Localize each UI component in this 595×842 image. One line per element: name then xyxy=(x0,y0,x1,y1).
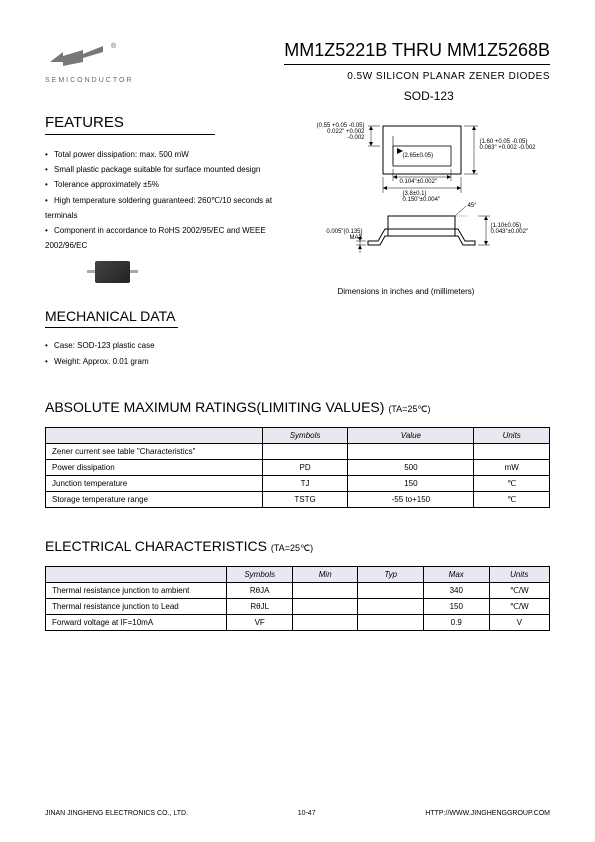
mech-item: Case: SOD-123 plastic case xyxy=(45,338,288,353)
dim-d4: (3.8±0.1) 0.150"±0.004" xyxy=(403,191,441,203)
footer-url: HTTP://WWW.JINGHENGGROUP.COM xyxy=(425,810,550,817)
feature-item: Component in accordance to RoHS 2002/95/… xyxy=(45,223,288,253)
col-name xyxy=(46,566,227,582)
dim-d5: 45° xyxy=(468,203,477,209)
dim-d6: 0.005"(0.135) MAX xyxy=(313,229,363,241)
abs-ratings-table: Symbols Value Units Zener current see ta… xyxy=(45,427,550,508)
table-row: Thermal resistance junction to ambientRθ… xyxy=(46,582,550,598)
table-header-row: Symbols Value Units xyxy=(46,427,550,443)
table-row: Junction temperatureTJ150℃ xyxy=(46,475,550,491)
table-row: Storage temperature rangeTSTG-55 to+150℃ xyxy=(46,491,550,507)
footer-page: 10-47 xyxy=(298,810,316,817)
table-row: Forward voltage at IF=10mAVF0.9V xyxy=(46,614,550,630)
mechanical-section: MECHANICAL DATA Case: SOD-123 plastic ca… xyxy=(45,308,288,368)
dimensions-note: Dimensions in inches and (millimeters) xyxy=(338,287,551,296)
chip-photo xyxy=(95,261,130,283)
feature-item: Total power dissipation: max. 500 mW xyxy=(45,147,288,162)
col-typ: Typ xyxy=(358,566,424,582)
features-list: Total power dissipation: max. 500 mW Sma… xyxy=(45,147,288,253)
feature-item: Tolerance approximately ±5% xyxy=(45,177,288,192)
dim-d7: (1.10±0.05) 0.043"±0.002" xyxy=(491,223,529,235)
mechanical-list: Case: SOD-123 plastic case Weight: Appro… xyxy=(45,338,288,368)
table-header-row: Symbols Min Typ Max Units xyxy=(46,566,550,582)
table-row: Zener current see table "Characteristics… xyxy=(46,443,550,459)
semiconductor-label: SEMICONDUCTOR xyxy=(45,77,133,84)
page-subtitle: 0.5W SILICON PLANAR ZENER DIODES xyxy=(284,71,550,82)
package-column: SOD-123 xyxy=(308,89,551,369)
elec-char-heading: ELECTRICAL CHARACTERISTICS (TA=25℃) xyxy=(45,538,550,554)
package-diagram: (0.55 +0.05 -0.05) 0.022" +0.002 -0.002 … xyxy=(308,111,538,281)
page-footer: JINAN JINGHENG ELECTRONICS CO., LTD. 10-… xyxy=(45,810,550,817)
col-min: Min xyxy=(292,566,358,582)
mechanical-heading: MECHANICAL DATA xyxy=(45,308,178,328)
col-name xyxy=(46,427,263,443)
dim-d3b: 0.104"±0.002" xyxy=(400,179,438,185)
features-package-row: FEATURES Total power dissipation: max. 5… xyxy=(45,89,550,369)
logo-area: ® SEMICONDUCTOR xyxy=(45,40,133,84)
page-title: MM1Z5221B THRU MM1Z5268B xyxy=(284,40,550,65)
logo-icon: ® xyxy=(45,40,125,75)
col-symbols: Symbols xyxy=(262,427,348,443)
col-units: Units xyxy=(474,427,550,443)
svg-text:®: ® xyxy=(111,42,117,50)
dim-d1: (0.55 +0.05 -0.05) 0.022" +0.002 -0.002 xyxy=(310,123,365,141)
features-column: FEATURES Total power dissipation: max. 5… xyxy=(45,89,288,369)
footer-company: JINAN JINGHENG ELECTRONICS CO., LTD. xyxy=(45,810,188,817)
dim-d3: (2.65±0.05) xyxy=(403,153,434,159)
title-area: MM1Z5221B THRU MM1Z5268B 0.5W SILICON PL… xyxy=(284,40,550,82)
col-value: Value xyxy=(348,427,474,443)
elec-char-table: Symbols Min Typ Max Units Thermal resist… xyxy=(45,566,550,631)
features-heading: FEATURES xyxy=(45,114,215,135)
feature-item: Small plastic package suitable for surfa… xyxy=(45,162,288,177)
mech-item: Weight: Approx. 0.01 gram xyxy=(45,354,288,369)
package-label: SOD-123 xyxy=(308,89,551,103)
col-symbols: Symbols xyxy=(227,566,293,582)
feature-item: High temperature soldering guaranteed: 2… xyxy=(45,193,288,223)
header: ® SEMICONDUCTOR MM1Z5221B THRU MM1Z5268B… xyxy=(45,40,550,84)
abs-ratings-heading: ABSOLUTE MAXIMUM RATINGS(LIMITING VALUES… xyxy=(45,399,550,415)
dim-d2: (1.60 +0.05 -0.05) 0.063" +0.002 -0.002 xyxy=(480,139,536,151)
col-max: Max xyxy=(423,566,489,582)
table-row: Power dissipationPD500mW xyxy=(46,459,550,475)
col-units: Units xyxy=(489,566,550,582)
table-row: Thermal resistance junction to LeadRθJL1… xyxy=(46,598,550,614)
